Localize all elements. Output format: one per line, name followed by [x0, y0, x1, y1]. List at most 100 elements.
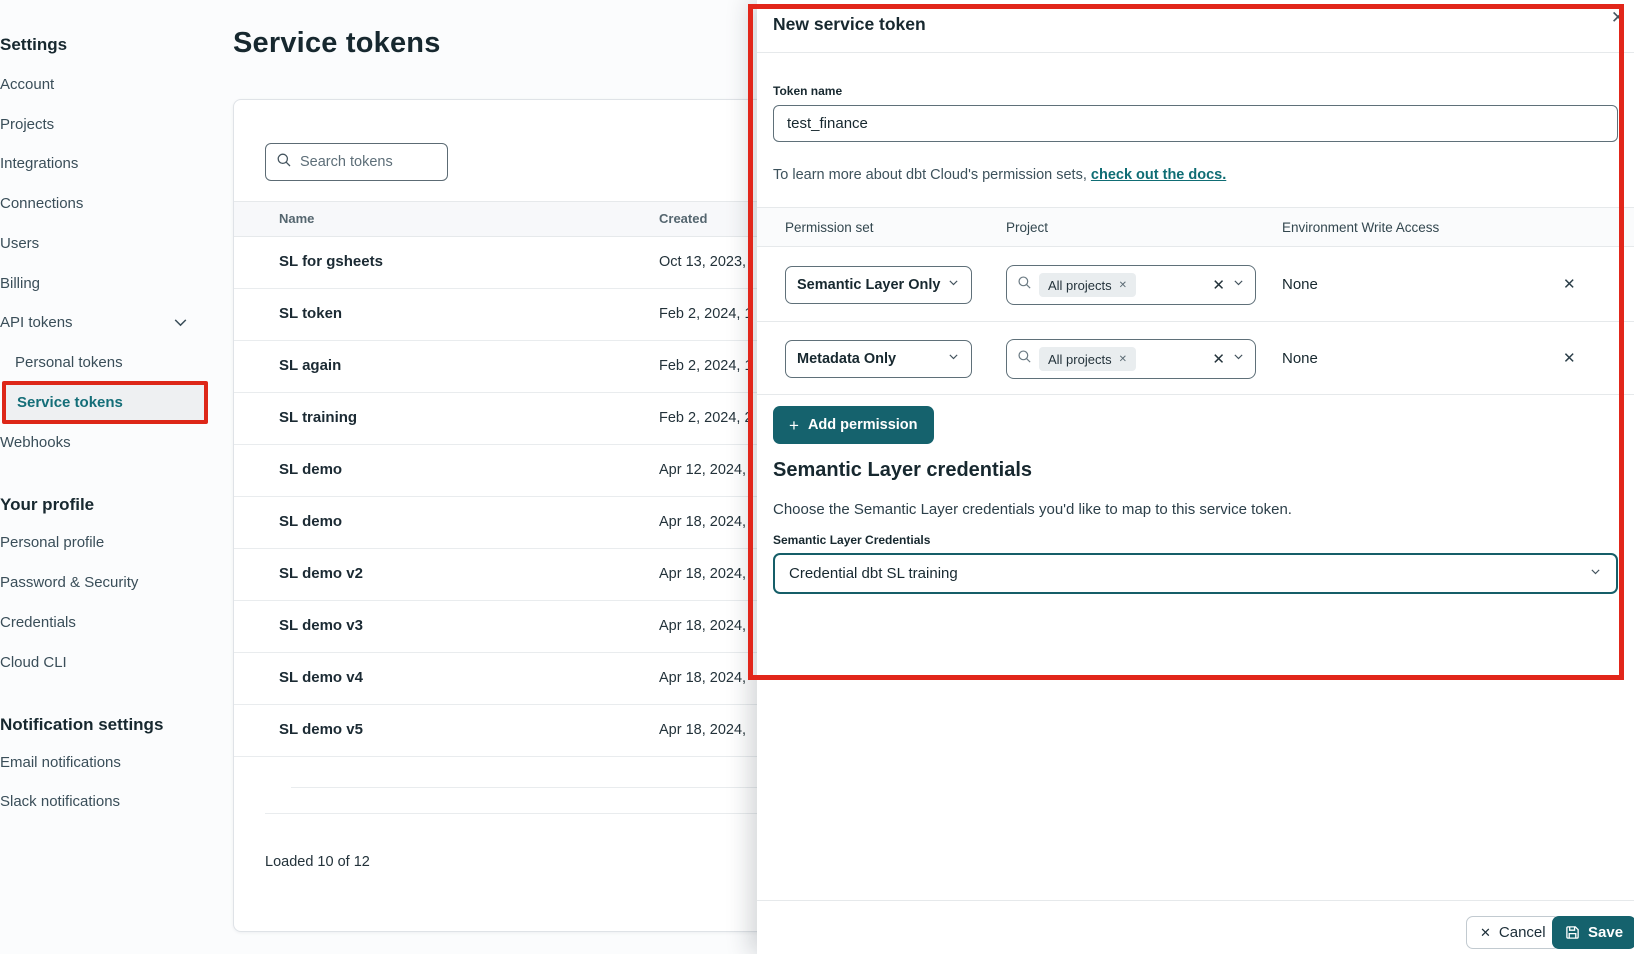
chip-remove-icon[interactable]: ✕: [1118, 353, 1127, 365]
sidebar-item-projects[interactable]: Projects: [0, 116, 55, 133]
add-permission-button[interactable]: + Add permission: [773, 406, 934, 444]
clear-selection-icon[interactable]: ✕: [1212, 277, 1225, 294]
token-created-cell: Feb 2, 2024, 2: [659, 410, 753, 426]
close-icon[interactable]: ✕: [1610, 8, 1626, 27]
project-chip: All projects ✕: [1039, 347, 1136, 371]
search-icon: [276, 152, 292, 173]
sidebar-item-billing[interactable]: Billing: [0, 275, 41, 292]
token-created-cell: Feb 2, 2024, 1: [659, 358, 753, 374]
sidebar-item-personal-profile[interactable]: Personal profile: [0, 534, 105, 551]
permission-set-select[interactable]: Metadata Only: [785, 340, 972, 378]
semantic-layer-credentials-label: Semantic Layer Credentials: [773, 533, 931, 547]
sidebar-item-email-notifications[interactable]: Email notifications: [0, 754, 121, 771]
search-tokens-box: [265, 143, 448, 181]
sidebar-item-connections[interactable]: Connections: [0, 195, 84, 212]
chevron-down-icon: [947, 276, 960, 294]
clear-selection-icon[interactable]: ✕: [1212, 351, 1225, 368]
chevron-down-icon[interactable]: [1232, 350, 1245, 368]
project-chip-label: All projects: [1048, 351, 1112, 367]
sidebar-item-integrations[interactable]: Integrations: [0, 155, 79, 172]
sidebar-item-credentials[interactable]: Credentials: [0, 614, 76, 631]
token-name-cell: SL demo v2: [279, 565, 363, 582]
sidebar-heading-notification-settings: Notification settings: [0, 715, 164, 734]
permissions-header-row: Permission set Project Environment Write…: [757, 207, 1634, 247]
permission-set-value: Semantic Layer Only: [797, 277, 941, 293]
permission-set-select[interactable]: Semantic Layer Only: [785, 266, 972, 304]
sidebar-item-slack-notifications[interactable]: Slack notifications: [0, 793, 121, 810]
environment-write-access-value: None: [1282, 276, 1318, 293]
drawer-header: New service token ✕: [757, 0, 1634, 53]
token-name-cell: SL for gsheets: [279, 253, 383, 270]
token-name-cell: SL demo v3: [279, 617, 363, 634]
service-tokens-annotation-box: [2, 381, 208, 424]
sidebar-item-users[interactable]: Users: [0, 235, 40, 252]
token-name-cell: SL again: [279, 357, 342, 374]
search-icon: [1017, 275, 1032, 295]
save-icon: [1565, 925, 1580, 940]
sidebar-item-account[interactable]: Account: [0, 76, 55, 93]
token-name-label: Token name: [773, 84, 843, 98]
token-created-cell: Apr 18, 2024,: [659, 618, 747, 634]
save-label: Save: [1588, 924, 1624, 941]
token-name-cell: SL training: [279, 409, 358, 426]
new-service-token-drawer: New service token ✕ Token name To learn …: [757, 0, 1634, 954]
add-permission-label: Add permission: [807, 417, 918, 433]
token-created-cell: Feb 2, 2024, 1: [659, 306, 753, 322]
project-chip: All projects ✕: [1039, 273, 1136, 297]
search-icon: [1017, 349, 1032, 369]
cancel-button[interactable]: ✕ Cancel: [1466, 916, 1560, 949]
sidebar-item-personal-tokens[interactable]: Personal tokens: [15, 354, 123, 371]
token-created-cell: Apr 12, 2024,: [659, 462, 747, 478]
save-button[interactable]: Save: [1552, 916, 1634, 949]
column-header-permission-set: Permission set: [785, 220, 874, 235]
token-created-cell: Apr 18, 2024,: [659, 566, 747, 582]
token-name-input[interactable]: [773, 105, 1618, 142]
token-name-cell: SL demo: [279, 513, 343, 530]
project-chip-label: All projects: [1048, 277, 1112, 293]
column-header-project: Project: [1006, 220, 1049, 235]
column-header-name: Name: [279, 211, 315, 226]
sidebar-heading-your-profile: Your profile: [0, 495, 95, 514]
chevron-down-icon[interactable]: [172, 314, 189, 336]
token-created-cell: Oct 13, 2023,: [659, 254, 747, 270]
permission-row: Semantic Layer Only All projects ✕ ✕ Non…: [757, 247, 1634, 322]
sidebar-heading-settings: Settings: [0, 35, 68, 54]
token-created-cell: Apr 18, 2024,: [659, 514, 747, 530]
column-header-created: Created: [659, 211, 708, 226]
cancel-label: Cancel: [1498, 924, 1546, 941]
chevron-down-icon: [947, 350, 960, 368]
token-name-cell: SL demo v4: [279, 669, 363, 686]
token-name-cell: SL demo: [279, 461, 343, 478]
settings-sidebar: Settings Account Projects Integrations C…: [0, 0, 219, 954]
remove-permission-icon[interactable]: ✕: [1563, 276, 1576, 293]
semantic-layer-credentials-heading: Semantic Layer credentials: [773, 459, 1033, 481]
docs-link[interactable]: check out the docs.: [1090, 167, 1227, 183]
project-multiselect[interactable]: All projects ✕ ✕: [1006, 265, 1256, 305]
drawer-title: New service token: [773, 14, 926, 34]
permission-row: Metadata Only All projects ✕ ✕ None ✕: [757, 322, 1634, 395]
drawer-footer: ✕ Cancel Save: [757, 900, 1634, 954]
sidebar-item-api-tokens[interactable]: API tokens: [0, 314, 73, 331]
chevron-down-icon: [1589, 565, 1602, 583]
chip-remove-icon[interactable]: ✕: [1118, 279, 1127, 291]
sidebar-item-password-security[interactable]: Password & Security: [0, 574, 139, 591]
project-multiselect[interactable]: All projects ✕ ✕: [1006, 339, 1256, 379]
semantic-layer-credentials-select[interactable]: Credential dbt SL training: [773, 553, 1618, 594]
sidebar-item-service-tokens[interactable]: Service tokens: [17, 394, 123, 411]
credential-selected-value: Credential dbt SL training: [789, 565, 958, 582]
loaded-status: Loaded 10 of 12: [265, 854, 370, 870]
chevron-down-icon[interactable]: [1232, 276, 1245, 294]
token-name-cell: SL demo v5: [279, 721, 363, 738]
environment-write-access-value: None: [1282, 350, 1318, 367]
remove-permission-icon[interactable]: ✕: [1563, 350, 1576, 367]
sidebar-item-cloud-cli[interactable]: Cloud CLI: [0, 654, 67, 671]
plus-icon: +: [789, 415, 799, 435]
close-icon: ✕: [1480, 924, 1491, 940]
docs-text: To learn more about dbt Cloud's permissi…: [773, 167, 1091, 183]
token-name-cell: SL token: [279, 305, 343, 322]
semantic-layer-credentials-description: Choose the Semantic Layer credentials yo…: [773, 501, 1292, 518]
search-input[interactable]: [300, 154, 437, 170]
sidebar-item-webhooks[interactable]: Webhooks: [0, 434, 71, 451]
token-created-cell: Apr 18, 2024,: [659, 670, 747, 686]
